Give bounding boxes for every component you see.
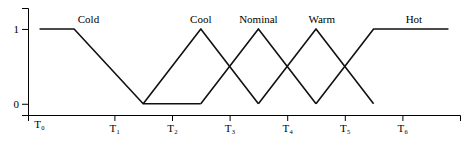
membership-line	[40, 29, 201, 104]
y-tick-mark	[22, 104, 28, 105]
x-tick: T₁	[110, 115, 121, 134]
x-tick: T₄	[282, 115, 293, 134]
y-tick: 0	[14, 98, 29, 110]
annotations: Cold Cool Nominal Warm Hot T₀	[34, 13, 422, 131]
x-tick: T₆	[398, 115, 409, 134]
plot: T₁T₂T₃T₄T₅T₆01ColdCoolNominalWarmHotT₀	[14, 9, 461, 134]
annotation: T₀	[34, 118, 45, 130]
y-tick-label: 1	[14, 23, 20, 35]
x-tick-mark	[172, 115, 173, 121]
x-tick-mark	[402, 115, 403, 121]
y-axis-line	[22, 9, 29, 116]
y-tick-mark	[22, 29, 28, 30]
membership-line	[201, 29, 316, 104]
y-tick-label: 0	[14, 98, 20, 110]
annotation: Cool	[190, 13, 211, 25]
x-tick-label: T₄	[282, 122, 293, 134]
x-tick-mark	[287, 115, 288, 121]
membership-line	[143, 29, 258, 104]
x-tick-mark	[230, 115, 231, 121]
annotation: Warm	[308, 13, 335, 25]
lines	[40, 29, 449, 104]
annotation: Hot	[406, 13, 423, 25]
x-tick-label: T₆	[398, 122, 409, 134]
y-axis: 01	[14, 9, 29, 116]
x-tick-label: T₃	[225, 122, 236, 134]
x-tick-mark	[114, 115, 115, 121]
x-axis-line	[29, 116, 461, 122]
y-tick: 1	[14, 23, 29, 35]
annotation: Nominal	[239, 13, 278, 25]
x-tick: T₅	[340, 115, 351, 134]
x-tick-mark	[345, 115, 346, 121]
x-tick-label: T₂	[167, 122, 178, 134]
membership-line	[316, 29, 448, 104]
x-axis: T₁ T₂ T₃ T₄ T₅ T₆	[29, 115, 461, 134]
membership-line	[258, 29, 373, 104]
x-tick: T₂	[167, 115, 178, 134]
x-tick: T₃	[225, 115, 236, 134]
x-tick-label: T₁	[110, 122, 121, 134]
annotation: Cold	[78, 13, 100, 25]
chart: T₁T₂T₃T₄T₅T₆01ColdCoolNominalWarmHotT₀	[0, 0, 474, 145]
x-tick-label: T₅	[340, 122, 351, 134]
